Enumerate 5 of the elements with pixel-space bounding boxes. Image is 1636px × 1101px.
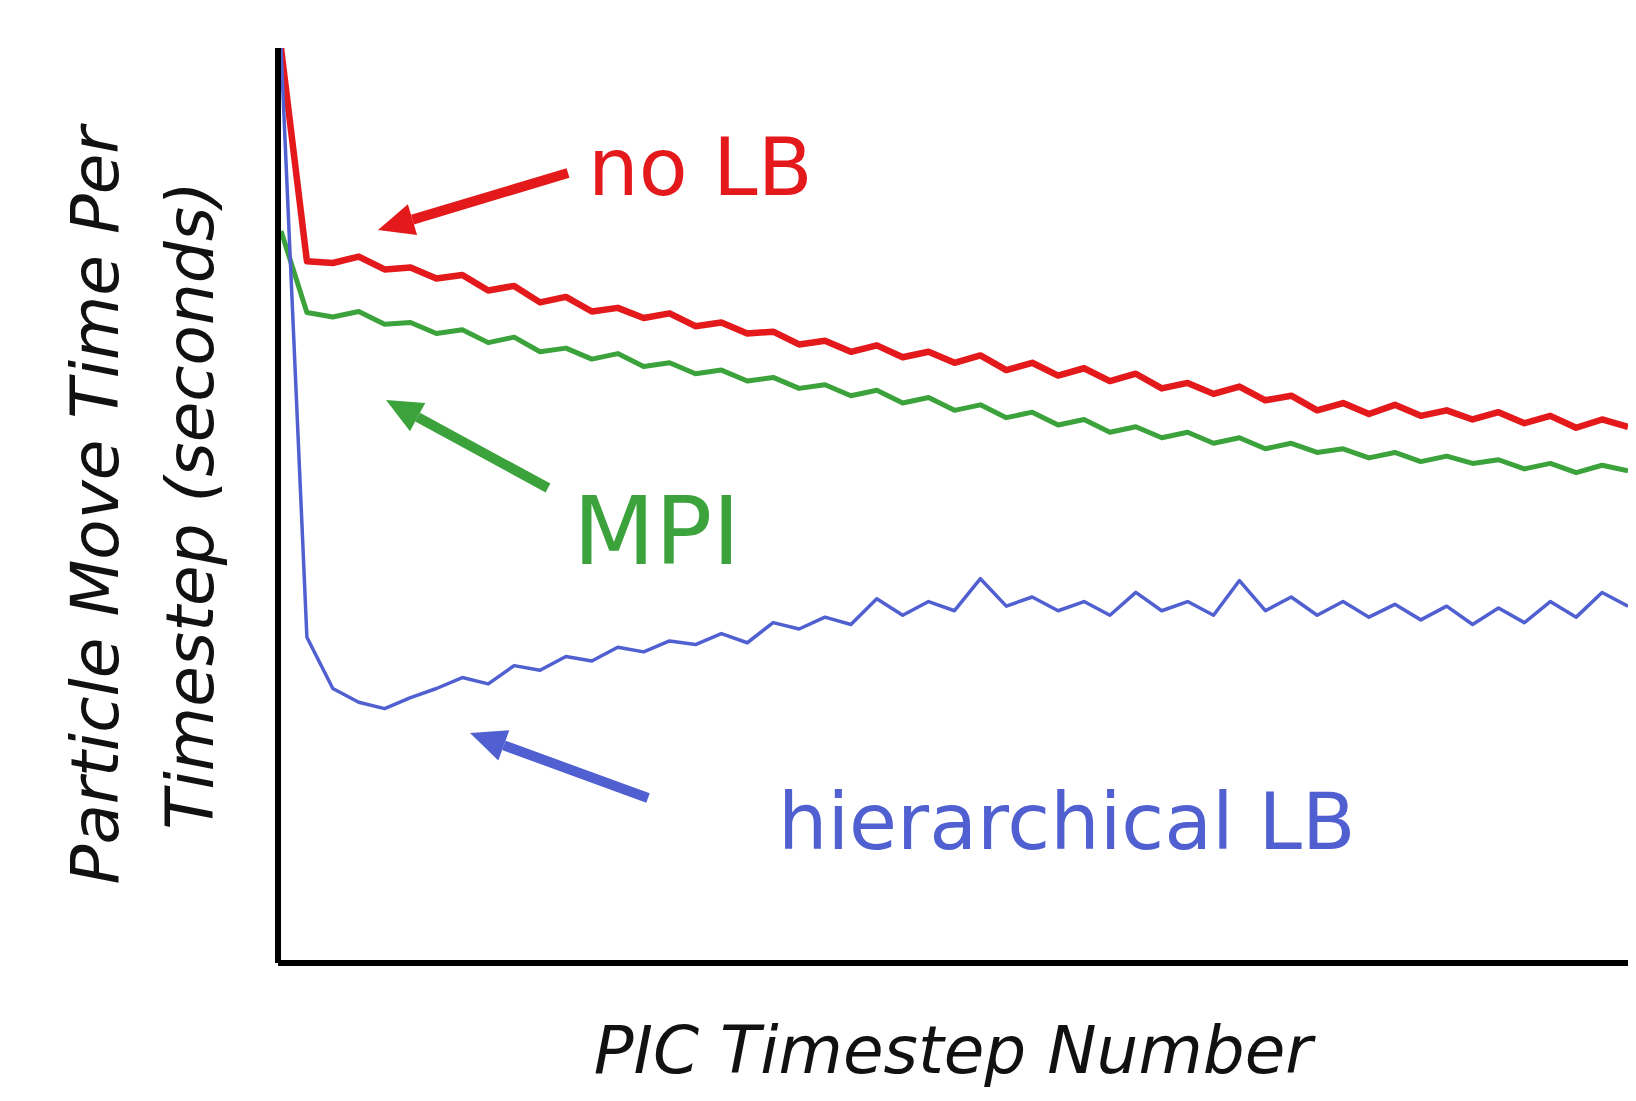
x-axis-title: PIC Timestep Number — [593, 1012, 1317, 1089]
y-axis-title: Particle Move Time Per Timestep (seconds) — [57, 122, 229, 885]
legend-label: no LB — [588, 120, 813, 214]
series-label: MPI — [573, 475, 741, 586]
legend-label: hierarchical LB — [778, 777, 1356, 868]
